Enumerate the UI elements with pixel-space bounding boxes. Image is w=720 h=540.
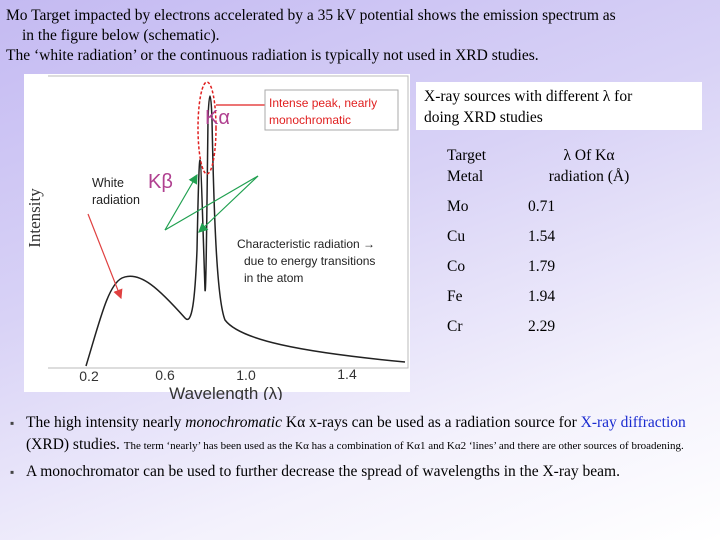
x-tick-label: 0.2 xyxy=(79,368,99,384)
bullet-text: Kα x-rays can be used as a radiation sou… xyxy=(282,414,581,431)
table-cell: 1.54 xyxy=(528,228,556,245)
table-row: Cr 2.29 xyxy=(447,312,650,342)
white-arrow xyxy=(87,213,123,300)
table-body: Mo 0.71 Cu 1.54 Co 1.79 Fe 1.94 Cr 2.29 xyxy=(447,192,650,342)
bullets: The high intensity nearly monochromatic … xyxy=(10,412,718,487)
char-note: due to energy transitions xyxy=(244,254,375,268)
plot-frame xyxy=(48,75,409,369)
table-cell: 1.94 xyxy=(528,288,556,305)
table-cell: 1.79 xyxy=(528,258,556,275)
callout-line: doing XRD studies xyxy=(424,109,543,126)
callout-line: X-ray sources with different λ for xyxy=(424,88,633,105)
table-row: Co 1.79 xyxy=(447,252,650,282)
header-text: λ Of Kα xyxy=(563,147,615,164)
white-label: radiation xyxy=(92,193,140,207)
char-line xyxy=(164,175,259,231)
ka-ellipse xyxy=(197,81,217,175)
intro: Mo Target impacted by electrons accelera… xyxy=(6,6,718,66)
spectrum-figure: Intense peak, nearly monochromatic Kα Kβ… xyxy=(24,74,410,400)
callout: X-ray sources with different λ for doing… xyxy=(416,82,702,130)
table-cell: 0.71 xyxy=(528,198,556,215)
table-row: Mo 0.71 xyxy=(447,192,650,222)
intro-line: in the figure below (schematic). xyxy=(22,27,220,44)
table-row: Fe 1.94 xyxy=(447,282,650,312)
bullet-text: (XRD) studies. xyxy=(26,436,124,453)
table-cell: Fe xyxy=(447,288,463,305)
table-cell: Cu xyxy=(447,228,466,245)
bullet-text: X-ray diffraction xyxy=(580,414,686,431)
char-arrow xyxy=(164,173,198,231)
x-axis-label: Wavelength (λ) xyxy=(169,384,283,400)
bullet-text: The high intensity nearly xyxy=(26,414,186,431)
kb-label: Kβ xyxy=(148,171,173,193)
header-text: Target xyxy=(447,147,487,164)
header-cell: λ Of Kα radiation (Å) xyxy=(528,140,650,192)
header-text: radiation (Å) xyxy=(548,168,630,185)
char-note: in the atom xyxy=(244,271,303,285)
table-cell: 2.29 xyxy=(528,318,556,335)
peak-note: monochromatic xyxy=(269,113,351,127)
spectrum-curve xyxy=(85,95,406,367)
white-label: White xyxy=(92,176,124,190)
header-text: Metal xyxy=(447,168,484,185)
bullet-note: The term ‘nearly’ has been used as the K… xyxy=(123,440,684,452)
y-axis-label: Intensity xyxy=(25,188,44,248)
ka-label: Kα xyxy=(205,107,230,129)
bullet-text: A monochromator can be used to further d… xyxy=(26,463,620,480)
bullet: The high intensity nearly monochromatic … xyxy=(10,412,718,457)
wavelength-table: Target Metal λ Of Kα radiation (Å) Mo 0.71 C… xyxy=(447,140,650,342)
intro-line: Mo Target impacted by electrons accelera… xyxy=(6,7,616,24)
x-tick-label: 1.4 xyxy=(337,366,357,382)
x-tick-label: 1.0 xyxy=(236,367,256,383)
table-cell: Cr xyxy=(447,318,463,335)
table-row: Cu 1.54 xyxy=(447,222,650,252)
peak-note-box xyxy=(264,89,399,131)
header-cell: Target Metal xyxy=(447,140,528,192)
bullet-text: monochromatic xyxy=(185,414,282,431)
intro-line: The ‘white radiation’ or the continuous … xyxy=(6,47,539,64)
char-note: Characteristic radiation → xyxy=(237,237,375,251)
peak-note: Intense peak, nearly xyxy=(269,96,377,110)
table-cell: Mo xyxy=(447,198,469,215)
bullet: A monochromator can be used to further d… xyxy=(10,461,718,483)
char-arrow xyxy=(198,175,259,233)
x-tick-label: 0.6 xyxy=(155,367,175,383)
table-cell: Co xyxy=(447,258,466,275)
